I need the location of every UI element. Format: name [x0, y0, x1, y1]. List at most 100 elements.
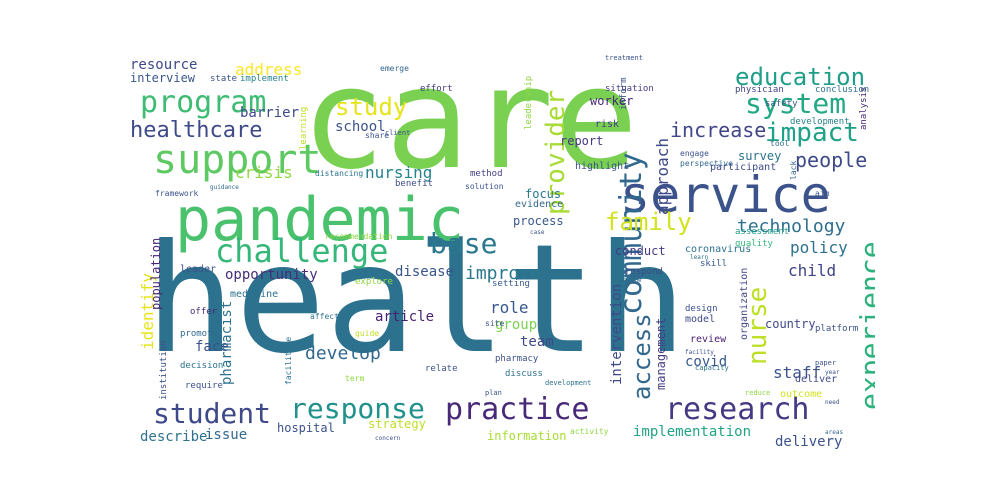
word: describe [140, 429, 208, 445]
word: quality [735, 239, 773, 249]
word: setting [492, 279, 530, 289]
word: deliver [795, 374, 838, 385]
word: development [790, 117, 850, 127]
word: research [665, 392, 810, 427]
word: institution [159, 340, 169, 400]
word: article [375, 309, 435, 325]
word: assessment [735, 227, 790, 237]
word: coronavirus [685, 244, 752, 255]
word: case [530, 229, 545, 236]
word: impact [765, 118, 859, 148]
word: conclusion [815, 85, 870, 95]
word: worker [590, 94, 634, 108]
word: share [365, 131, 390, 140]
word: education [735, 63, 866, 91]
word: report [560, 134, 604, 148]
word: address [235, 60, 303, 79]
word: practice [445, 392, 590, 427]
word: intervention [609, 283, 625, 385]
word: develop [305, 343, 381, 364]
word: issue [205, 427, 248, 443]
word: site [485, 319, 505, 328]
word: activity [570, 427, 609, 436]
word: recommendation [325, 232, 393, 241]
word: outcome [780, 389, 823, 400]
word: benefit [395, 179, 433, 189]
word: skill [700, 259, 728, 269]
word: engage [680, 149, 709, 158]
word: survey [738, 149, 782, 163]
word: leader [180, 264, 217, 275]
word: nursing [365, 163, 433, 182]
word: distancing [315, 169, 364, 178]
word: support [153, 137, 322, 183]
word: conduct [615, 244, 666, 258]
word: response [290, 392, 425, 425]
word: group [495, 317, 538, 333]
word: increase [670, 118, 767, 142]
word: development [545, 379, 592, 387]
word: areas [825, 429, 844, 436]
word: guide [355, 329, 380, 338]
word: program [140, 85, 267, 120]
word: solution [465, 182, 504, 191]
word: family [605, 208, 692, 236]
word: opportunity [225, 267, 318, 283]
word: challenge [215, 232, 389, 270]
word: learning [299, 106, 309, 150]
word: system [745, 87, 847, 120]
word: country [765, 317, 816, 331]
word: barrier [240, 105, 300, 121]
word: care [301, 50, 639, 201]
word: promote [180, 329, 218, 339]
word: analysis [859, 86, 869, 130]
word: client [385, 129, 411, 137]
word: school [335, 119, 386, 135]
word: review [690, 334, 727, 345]
word: decision [180, 361, 224, 371]
word: learn [690, 254, 709, 261]
word: process [513, 214, 564, 228]
word: pandemic [175, 185, 464, 255]
word: risk [595, 119, 620, 130]
word: service [620, 166, 831, 224]
word: hospital [277, 421, 335, 435]
word: implementation [633, 424, 752, 440]
word: relate [425, 364, 458, 374]
word: participant [710, 162, 777, 173]
word: perspective [680, 159, 733, 168]
word: role [490, 298, 529, 317]
word: manage [620, 277, 642, 284]
word: framework [155, 189, 199, 198]
word: emerge [380, 64, 409, 73]
word: improve [465, 263, 541, 284]
word: management [654, 317, 668, 390]
word: interview [130, 71, 196, 85]
word: crisis [235, 163, 293, 182]
word: research [545, 274, 574, 281]
word: face [195, 339, 229, 355]
word: treatment [605, 54, 643, 62]
word: state [210, 74, 238, 84]
word: highlight [575, 161, 630, 172]
word: physician [735, 85, 784, 95]
word: concern [375, 435, 401, 442]
word: strategy [368, 417, 426, 431]
word: approach [653, 137, 672, 215]
word: safety [765, 99, 798, 109]
word: paper [815, 359, 837, 367]
word: affect [310, 312, 339, 321]
word: situation [605, 84, 654, 94]
word: medicine [230, 289, 279, 300]
word: base [430, 227, 498, 260]
word: respond [625, 267, 663, 277]
word: method [470, 169, 503, 179]
word: pharmacy [495, 354, 539, 364]
word: child [788, 261, 837, 280]
word: health [145, 213, 687, 387]
word: healthcare [130, 118, 263, 143]
word: technology [737, 216, 846, 237]
word: leadership [524, 75, 534, 130]
word: plan [485, 389, 502, 397]
word: people [795, 148, 868, 172]
